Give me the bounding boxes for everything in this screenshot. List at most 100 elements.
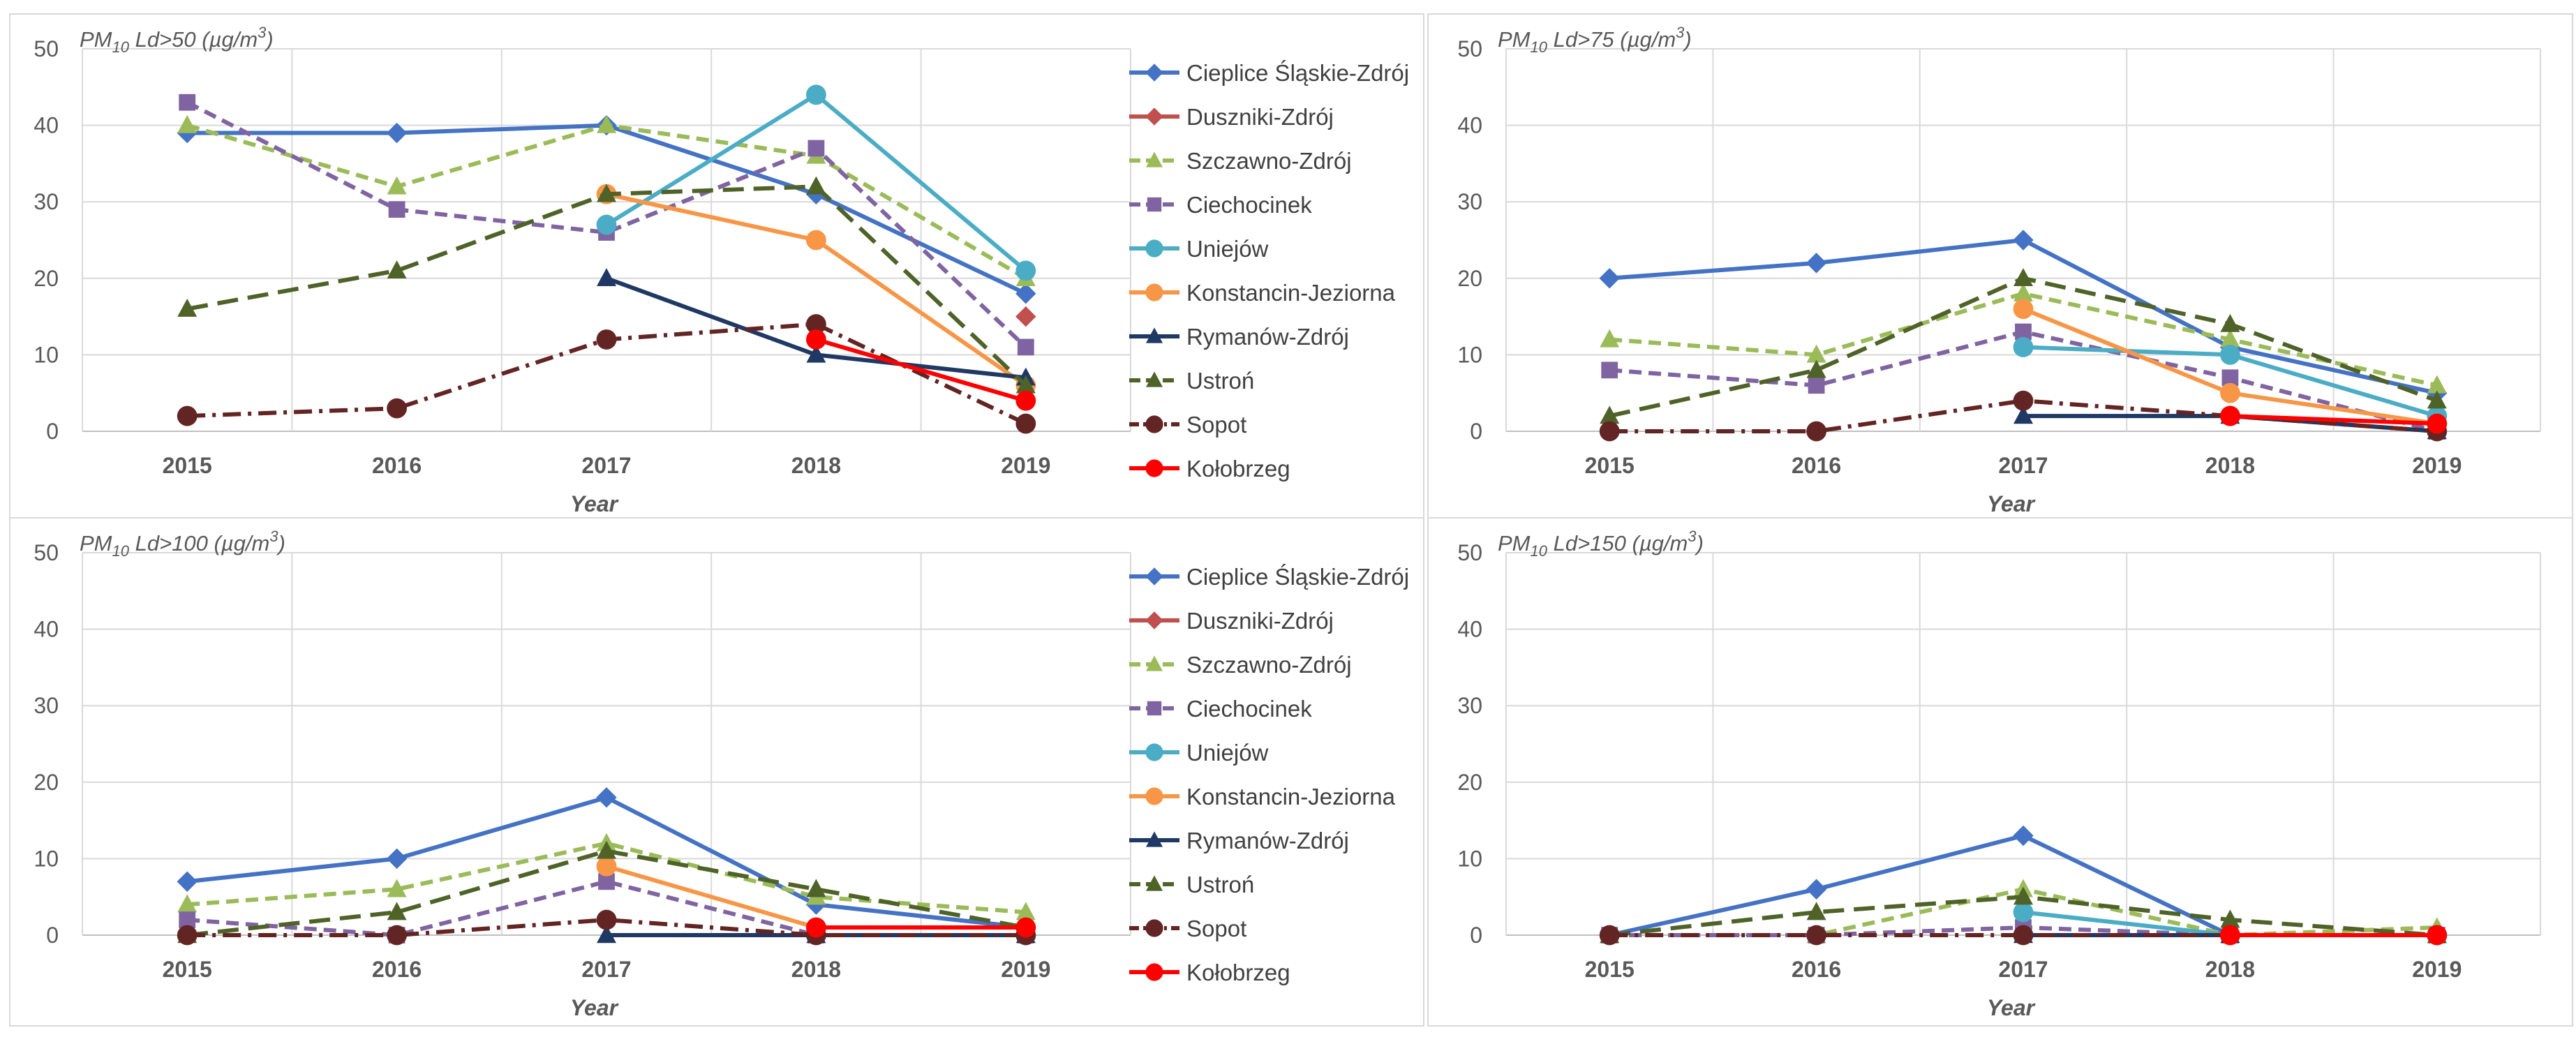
data-point	[1015, 260, 1036, 281]
data-point	[806, 176, 826, 195]
series-Kołobrzeg	[2220, 405, 2448, 434]
chart-title-close: )	[1694, 531, 1704, 555]
y-tick-label: 50	[33, 540, 59, 565]
chart-title-superscript: 3	[269, 528, 278, 545]
y-tick-label: 10	[33, 846, 59, 871]
legend-marker	[1146, 327, 1163, 343]
data-point	[2220, 313, 2240, 332]
data-point	[597, 268, 616, 286]
data-point	[806, 314, 826, 334]
data-point	[2221, 369, 2239, 387]
data-point	[2013, 230, 2034, 251]
chart-legend: Cieplice Śląskie-Zdrój Duszniki-Zdrój Szcz…	[1129, 59, 1409, 482]
data-point	[387, 925, 407, 946]
data-point	[1599, 925, 1620, 946]
chart-title-subscript: 10	[112, 38, 130, 56]
data-point	[597, 184, 616, 202]
chart-title-threshold: Ld>75 (µg/m	[1547, 27, 1676, 52]
chart-title: PM10 Ld>50 (µg/m3)	[80, 24, 274, 56]
series-line	[186, 849, 1027, 937]
data-point	[177, 298, 198, 317]
data-point	[179, 94, 196, 111]
data-point	[2220, 405, 2240, 426]
data-point	[177, 925, 198, 946]
data-point	[1806, 925, 1827, 946]
data-point	[2013, 337, 2034, 357]
series-Kołobrzeg	[806, 917, 1036, 938]
legend-marker	[1145, 787, 1163, 805]
y-tick-label: 10	[33, 342, 59, 367]
y-tick-label: 10	[1457, 846, 1482, 871]
x-tick-label: 2017	[1998, 957, 2048, 982]
x-tick-label: 2017	[581, 453, 631, 478]
data-point	[1600, 329, 1620, 348]
data-point	[2013, 405, 2033, 424]
data-point	[596, 214, 617, 235]
series-Szczawno-Zdrój	[1600, 283, 2447, 394]
y-tick-label: 10	[1457, 342, 1482, 367]
data-point	[1599, 268, 1620, 289]
data-point	[806, 230, 826, 251]
y-tick-label: 30	[33, 189, 59, 214]
chart-title: PM10 Ld>150 (µg/m3)	[1498, 528, 1704, 560]
x-tick-label: 2015	[1585, 957, 1635, 982]
data-point	[2427, 390, 2447, 409]
data-point	[1015, 902, 1036, 920]
data-point	[2427, 375, 2447, 394]
legend-marker	[1145, 239, 1163, 258]
series-line	[1609, 398, 2438, 433]
chart-title: PM10 Ld>100 (µg/m3)	[80, 528, 285, 560]
data-point	[2013, 925, 2034, 946]
y-tick-label: 20	[33, 770, 59, 795]
legend-label: Cieplice Śląskie-Zdrój	[1186, 563, 1409, 590]
series-line	[1609, 291, 2438, 388]
x-tick-label: 2018	[2205, 957, 2255, 982]
y-tick-label: 50	[1457, 36, 1482, 61]
chart-title-threshold: Ld>100 (µg/m	[129, 531, 269, 555]
data-point	[1015, 917, 1036, 938]
data-point	[1600, 405, 1620, 424]
data-point	[1017, 338, 1034, 356]
data-point	[2427, 413, 2448, 434]
data-point	[2013, 283, 2033, 301]
legend-label: Cieplice Śląskie-Zdrój	[1186, 59, 1409, 86]
legend-marker	[1145, 64, 1163, 82]
x-axis-label: Year	[1987, 491, 2036, 516]
x-tick-label: 2015	[163, 957, 212, 982]
data-point	[2220, 329, 2240, 348]
series-line	[186, 100, 1027, 349]
chart-title-close: )	[1681, 27, 1691, 52]
y-tick-label: 20	[33, 266, 59, 291]
chart-title: PM10 Ld>75 (µg/m3)	[1498, 24, 1692, 56]
legend-marker	[1146, 875, 1163, 891]
data-point	[1806, 344, 1826, 363]
y-tick-label: 30	[1457, 189, 1482, 214]
data-point	[1806, 902, 1826, 920]
legend-marker	[1145, 611, 1163, 629]
data-point	[807, 140, 825, 157]
y-tick-label: 40	[33, 617, 59, 642]
chart-panel-4: 0 10 20 30 40 50 2015 2016 2017 2018 2019 Year PM10 …	[1427, 517, 2573, 1027]
legend-label: Kołobrzeg	[1186, 960, 1290, 985]
chart-title-threshold: Ld>150 (µg/m	[1547, 531, 1688, 555]
data-point	[597, 840, 616, 859]
data-point	[1015, 413, 1036, 434]
legend-marker	[1145, 107, 1163, 126]
legend-label: Uniejów	[1186, 236, 1269, 262]
x-tick-label: 2017	[1998, 453, 2048, 478]
chart-legend: Cieplice Śląskie-Zdrój Duszniki-Zdrój Szcz…	[1129, 563, 1409, 985]
x-axis-label: Year	[570, 995, 619, 1020]
y-tick-label: 50	[33, 36, 59, 61]
chart-title-subscript: 10	[1531, 38, 1548, 56]
data-point	[806, 344, 826, 363]
data-point	[2220, 925, 2240, 946]
chart-title-close: )	[276, 531, 285, 555]
legend-label: Duszniki-Zdrój	[1186, 104, 1334, 130]
legend-marker	[1146, 655, 1163, 671]
x-tick-label: 2018	[791, 957, 841, 982]
legend-label: Konstancin-Jeziorna	[1186, 280, 1396, 306]
legend-label: Ciechocinek	[1186, 696, 1312, 722]
legend-label: Szczawno-Zdrój	[1186, 148, 1352, 174]
legend-marker	[1145, 743, 1163, 761]
chart-panel-border	[9, 13, 1424, 521]
